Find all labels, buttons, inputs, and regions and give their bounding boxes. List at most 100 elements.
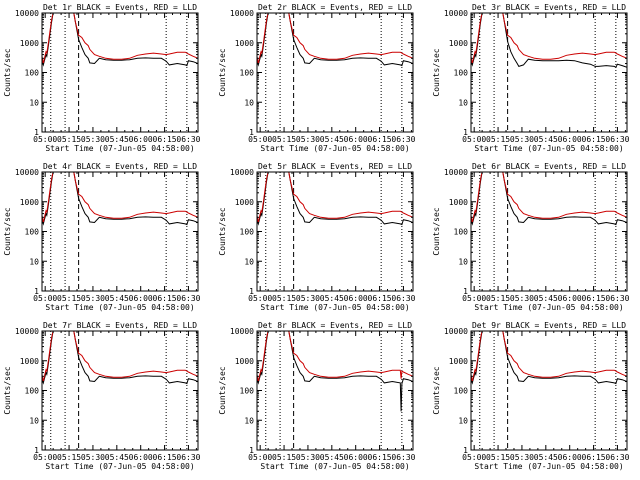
x-tick-label: 05:15 [57, 294, 81, 303]
y-tick-label: 100 [25, 387, 40, 396]
x-axis-label: Start Time (07-Jun-05 04:58:00) [474, 303, 623, 312]
y-tick-label: 1 [34, 446, 39, 455]
x-tick-label: 06:15 [582, 453, 606, 462]
y-tick-label: 10 [458, 416, 468, 425]
y-tick-label: 1 [463, 287, 468, 296]
panel-title: Det 4r BLACK = Events, RED = LLD [43, 162, 197, 171]
y-tick-label: 1000 [235, 39, 254, 48]
x-tick-label: 06:15 [153, 135, 177, 144]
lld-series-line [471, 331, 627, 382]
y-tick-label: 1 [249, 128, 254, 137]
panel-title: Det 3r BLACK = Events, RED = LLD [472, 3, 626, 12]
y-tick-label: 1000 [235, 198, 254, 207]
panel-title: Det 9r BLACK = Events, RED = LLD [472, 321, 626, 330]
y-tick-label: 100 [240, 69, 255, 78]
y-tick-label: 10000 [230, 9, 254, 18]
lld-series-line [42, 13, 198, 64]
events-series-line [471, 172, 627, 226]
plot-frame [470, 12, 628, 133]
events-series-line [257, 13, 413, 67]
y-tick-label: 1000 [449, 39, 468, 48]
y-tick-label: 1 [249, 446, 254, 455]
x-tick-label: 05:45 [534, 135, 558, 144]
x-tick-label: 05:15 [272, 294, 296, 303]
x-tick-label: 06:00 [344, 453, 368, 462]
x-tick-label: 06:15 [153, 453, 177, 462]
x-tick-label: 05:30 [510, 453, 534, 462]
y-tick-label: 100 [25, 69, 40, 78]
x-tick-label: 05:15 [272, 453, 296, 462]
y-tick-label: 1 [249, 287, 254, 296]
plot-frame [41, 330, 199, 451]
x-tick-label: 05:00 [248, 453, 272, 462]
panel-series-group [42, 13, 198, 67]
y-tick-label: 100 [25, 228, 40, 237]
y-tick-label: 10000 [15, 327, 39, 336]
detector-panel-4: Det 4r BLACK = Events, RED = LLD Counts/s… [3, 162, 201, 312]
lld-series-line [471, 13, 627, 64]
x-tick-label: 06:30 [605, 135, 629, 144]
x-tick-label: 06:15 [368, 294, 392, 303]
lld-series-line [257, 13, 413, 64]
events-series-line [257, 172, 413, 226]
x-tick-label: 05:00 [248, 135, 272, 144]
panel-title: Det 1r BLACK = Events, RED = LLD [43, 3, 197, 12]
x-tick-label: 05:30 [81, 453, 105, 462]
x-tick-label: 06:15 [153, 294, 177, 303]
x-tick-label: 05:15 [486, 294, 510, 303]
x-tick-label: 06:00 [344, 135, 368, 144]
y-tick-label: 10 [458, 257, 468, 266]
panel-series-group [257, 172, 413, 226]
y-axis-label: Counts/sec [218, 366, 227, 414]
x-tick-label: 05:00 [33, 294, 57, 303]
x-tick-label: 06:00 [129, 135, 153, 144]
y-tick-label: 10 [244, 416, 254, 425]
x-tick-label: 05:45 [534, 453, 558, 462]
y-tick-label: 10000 [444, 327, 468, 336]
y-tick-label: 10000 [230, 168, 254, 177]
y-tick-label: 1 [463, 128, 468, 137]
detector-panel-9: Det 9r BLACK = Events, RED = LLD Counts/s… [432, 321, 630, 471]
y-tick-label: 1000 [20, 198, 39, 207]
y-tick-label: 100 [454, 69, 469, 78]
x-tick-label: 06:00 [129, 453, 153, 462]
y-axis-label: Counts/sec [218, 48, 227, 96]
x-tick-label: 05:00 [462, 294, 486, 303]
x-tick-label: 06:30 [391, 294, 415, 303]
panel-series-group [471, 13, 627, 68]
detector-panel-6: Det 6r BLACK = Events, RED = LLD Counts/s… [432, 162, 630, 312]
y-tick-label: 1000 [449, 357, 468, 366]
y-tick-label: 10 [244, 98, 254, 107]
x-tick-label: 06:30 [176, 294, 200, 303]
x-tick-label: 05:15 [57, 135, 81, 144]
y-axis-label: Counts/sec [432, 366, 441, 414]
y-axis-label: Counts/sec [432, 207, 441, 255]
lld-series-line [257, 331, 413, 382]
y-axis-label: Counts/sec [3, 207, 12, 255]
y-tick-label: 10 [458, 98, 468, 107]
y-axis-label: Counts/sec [218, 207, 227, 255]
lld-series-line [42, 172, 198, 223]
detector-panel-8: Det 8r BLACK = Events, RED = LLD Counts/s… [218, 321, 416, 471]
detector-panel-7: Det 7r BLACK = Events, RED = LLD Counts/s… [3, 321, 201, 471]
x-tick-label: 05:15 [486, 135, 510, 144]
x-tick-label: 06:30 [176, 135, 200, 144]
lld-series-line [42, 331, 198, 382]
x-tick-label: 05:00 [248, 294, 272, 303]
y-tick-label: 10000 [15, 9, 39, 18]
x-tick-label: 05:00 [462, 453, 486, 462]
x-tick-label: 05:45 [320, 294, 344, 303]
y-tick-label: 1000 [449, 198, 468, 207]
x-tick-label: 06:15 [582, 135, 606, 144]
panel-series-group [471, 331, 627, 385]
detector-panel-2: Det 2r BLACK = Events, RED = LLD Counts/s… [218, 3, 416, 153]
y-tick-label: 1 [34, 287, 39, 296]
x-tick-label: 06:30 [176, 453, 200, 462]
x-tick-label: 05:00 [33, 135, 57, 144]
plot-frame [41, 12, 199, 133]
x-tick-label: 05:30 [81, 294, 105, 303]
plot-frame [256, 171, 414, 292]
y-tick-label: 100 [240, 228, 255, 237]
panel-title: Det 7r BLACK = Events, RED = LLD [43, 321, 197, 330]
